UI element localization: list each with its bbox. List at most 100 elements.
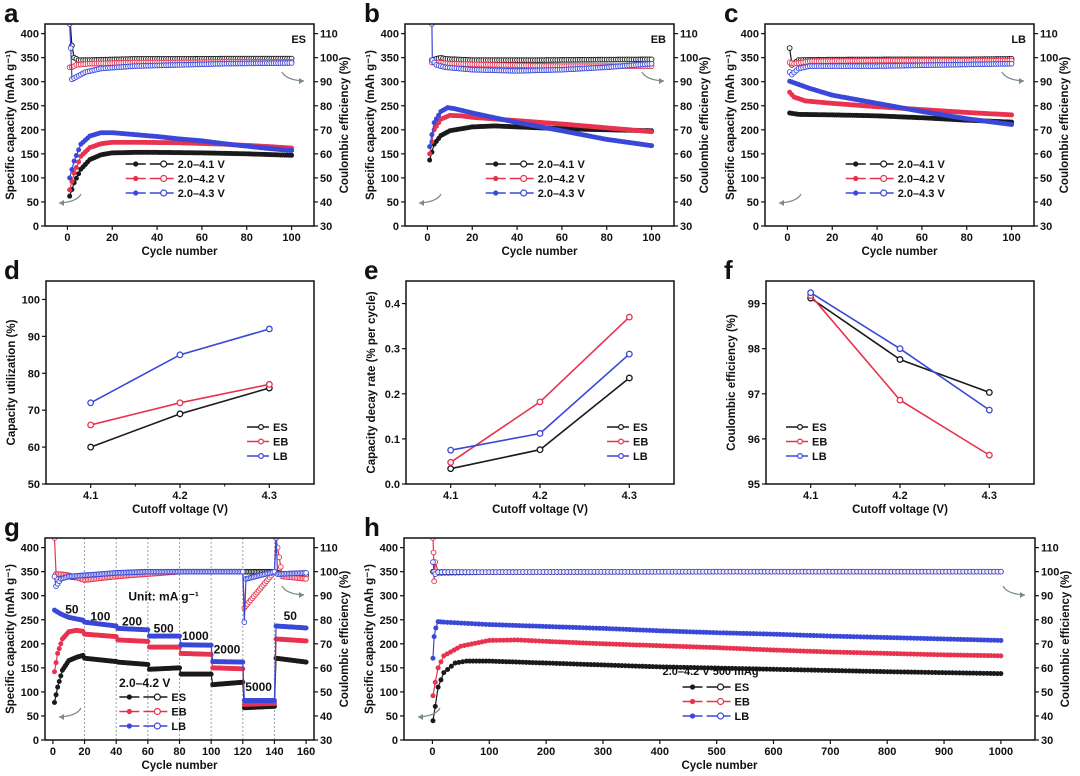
- panel-label: h: [364, 512, 380, 542]
- plot-area: [51, 538, 309, 740]
- y-tick-label: 0.4: [385, 299, 401, 311]
- panel-e: e 4.1 4.2 4.3 0.0 0.1 0.2 0.3 0.4 Cutoff voltage …: [364, 255, 675, 516]
- legend-label: 2.0–4.1 V: [178, 159, 226, 171]
- panel-label: g: [4, 512, 20, 542]
- capacity-point-eb: [303, 638, 309, 644]
- legend-marker-filled: [493, 161, 499, 167]
- y2-tick-label: 40: [1040, 197, 1052, 209]
- legend-marker-open: [153, 693, 161, 701]
- annotation: 2.0–4.2 V: [119, 676, 170, 690]
- x-tick-label: 80: [173, 746, 185, 758]
- panel-title: EB: [651, 34, 666, 46]
- capacity-point-es: [435, 684, 441, 690]
- y2-tick-label: 30: [1041, 735, 1053, 747]
- legend-marker-open: [520, 189, 528, 197]
- x-tick-label: 4.2: [172, 490, 187, 502]
- x-tick-label: 4.3: [262, 490, 277, 502]
- y-axis-title: Specific capacity (mAh g⁻¹): [5, 564, 17, 714]
- capacity-point-2-0-4-2-v: [1009, 112, 1015, 118]
- data-point-eb: [176, 399, 184, 407]
- legend-marker-filled: [493, 190, 499, 196]
- legend-marker-open: [520, 174, 528, 183]
- y2-axis-title: Coulombic efficiency (%): [699, 56, 711, 193]
- y2-tick-label: 90: [320, 591, 332, 603]
- x-tick-label: 80: [601, 232, 613, 244]
- capacity-point-es: [51, 699, 57, 705]
- y-tick-label: 400: [21, 29, 39, 41]
- legend-marker: [258, 438, 265, 445]
- y2-tick-label: 100: [1041, 567, 1059, 579]
- y-tick-label: 150: [21, 663, 39, 675]
- ce-point-2-0-4-3-v: [1008, 60, 1015, 67]
- legend-marker-filled: [689, 684, 696, 690]
- capacity-point-lb: [208, 642, 214, 648]
- y-tick-label: 50: [747, 197, 759, 209]
- capacity-point-2-0-4-2-v: [71, 170, 77, 176]
- capacity-point-eb: [430, 693, 436, 699]
- legend-marker-open: [153, 722, 161, 730]
- legend-marker-open: [153, 707, 161, 716]
- axes-frame: [764, 23, 1035, 227]
- capacity-point-eb: [51, 669, 57, 675]
- y2-tick-label: 40: [320, 711, 332, 723]
- capacity-point-es: [441, 670, 447, 676]
- y-tick-label: 350: [380, 567, 398, 579]
- y2-tick-label: 60: [1040, 149, 1052, 161]
- y2-tick-label: 70: [320, 125, 332, 137]
- legend-marker: [796, 453, 803, 460]
- data-point-lb: [625, 350, 633, 358]
- legend-marker-filled: [133, 175, 139, 182]
- x-tick-label: 0: [64, 232, 70, 244]
- x-tick-label: 0: [429, 746, 435, 758]
- series-line-eb: [450, 316, 630, 464]
- y2-tick-label: 60: [320, 149, 332, 161]
- y-tick-label: 50: [387, 197, 399, 209]
- annotation: 1000: [182, 629, 209, 643]
- y-tick-label: 400: [380, 543, 398, 555]
- x-tick-label: 100: [642, 232, 660, 244]
- capacity-point-2-0-4-2-v: [427, 151, 433, 157]
- y-tick-label: 200: [381, 125, 399, 137]
- y-tick-label: 250: [381, 101, 399, 113]
- legend-marker-filled: [493, 175, 499, 182]
- legend-label: 2.0–4.2 V: [178, 174, 226, 186]
- y2-tick-label: 90: [1041, 591, 1053, 603]
- capacity-point-2-0-4-1-v: [76, 171, 82, 177]
- x-tick-label: 40: [871, 232, 883, 244]
- panel-b: b 0 20 40 60 80 100 0 50 100 150 200 250 300 350 400 30 4…: [364, 0, 711, 258]
- legend-marker-open: [716, 697, 725, 706]
- legend-label: ES: [812, 422, 827, 434]
- y-tick-label: 50: [27, 711, 39, 723]
- y-tick-label: 50: [27, 197, 39, 209]
- plot-area: [807, 289, 993, 459]
- panel-title: LB: [1011, 34, 1026, 46]
- legend-label: LB: [812, 451, 827, 463]
- y-tick-label: 0: [393, 221, 399, 233]
- ce-point-lb: [303, 570, 309, 576]
- y2-tick-label: 80: [1040, 101, 1052, 113]
- annotation: 2000: [214, 642, 241, 656]
- y-tick-label: 250: [21, 101, 39, 113]
- y-tick-label: 250: [741, 101, 759, 113]
- y-tick-label: 400: [741, 29, 759, 41]
- capacity-point-2-0-4-3-v: [289, 147, 295, 153]
- x-tick-label: 4.2: [532, 490, 547, 502]
- y2-tick-label: 30: [320, 735, 332, 747]
- ce-line-2-0-4-1-v: [69, 24, 292, 61]
- capacity-point-2-0-4-2-v: [73, 164, 79, 170]
- y-tick-label: 0: [33, 735, 39, 747]
- data-point-es: [536, 446, 544, 454]
- annotation: 200: [122, 615, 142, 629]
- data-point-eb: [536, 398, 544, 406]
- y-tick-label: 300: [21, 77, 39, 89]
- y-axis-title: Capacity decay rate (% per cycle): [366, 291, 378, 473]
- ce-point-2-0-4-1-v: [67, 12, 72, 17]
- ce-point-2-0-4-3-v: [288, 60, 295, 66]
- capacity-point-2-0-4-3-v: [76, 147, 82, 153]
- y-axis-title: Specific capacity (mAh g⁻¹): [5, 50, 17, 200]
- x-tick-label: 20: [106, 232, 118, 244]
- panel-c: c 0 20 40 60 80 100 0 50 100 150 200 250 300 350 400 30 4…: [724, 0, 1071, 258]
- capacity-axis-arrow-head: [419, 200, 424, 206]
- y2-tick-label: 50: [1040, 173, 1052, 185]
- capacity-point-eb: [432, 679, 438, 685]
